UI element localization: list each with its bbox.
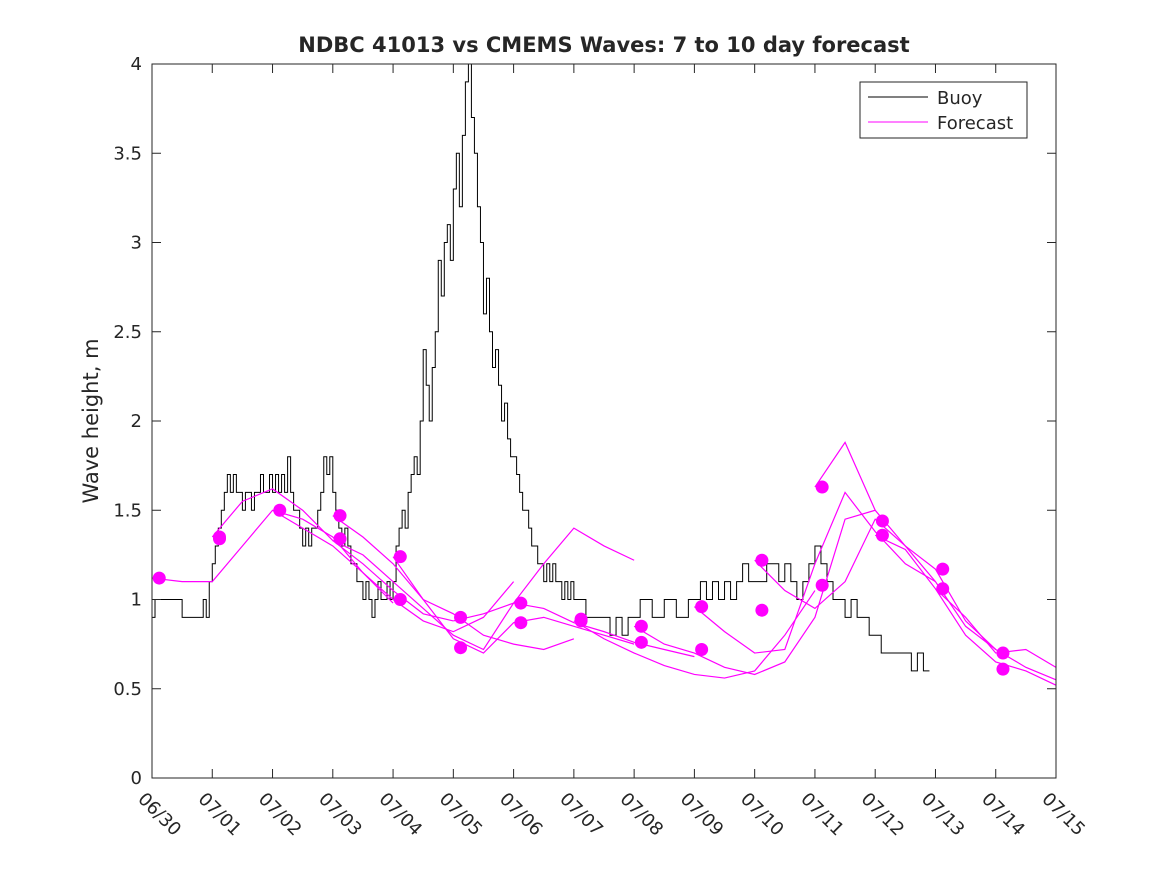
forecast-line-4 [332,515,575,651]
forecast-line-8 [573,590,816,679]
x-tick-label: 07/15 [1037,789,1089,841]
forecast-marker [875,528,889,542]
forecast-marker [755,553,769,567]
legend-forecast-label: Forecast [937,113,1013,134]
forecast-marker [212,532,226,546]
forecast-line-11 [754,518,997,650]
forecast-marker [454,610,468,624]
forecast-marker [996,646,1010,660]
x-tick-label: 07/10 [736,789,788,841]
x-tick-label: 07/03 [314,789,366,841]
forecast-marker [936,582,950,596]
forecast-marker [273,503,287,517]
forecast-marker [454,641,468,655]
forecast-markers [152,480,1010,676]
x-tick-label: 07/07 [555,789,607,841]
y-tick-label: 2 [131,411,142,432]
forecast-marker [152,571,166,585]
y-tick-label: 4 [131,54,142,75]
plot-background [152,64,1056,778]
forecast-line-9 [633,509,876,676]
forecast-marker [393,550,407,564]
x-tick-label: 07/04 [375,789,427,841]
forecast-marker [755,603,769,617]
x-tick-label: 07/08 [616,789,668,841]
forecast-line-7 [453,602,695,658]
x-tick-label: 07/06 [495,789,547,841]
forecast-marker [514,616,528,630]
forecast-line-3 [272,509,515,633]
forecast-marker [574,614,588,628]
buoy-series [152,63,930,672]
legend-buoy-label: Buoy [937,88,983,109]
forecast-line-14 [935,588,1057,668]
forecast-line-13 [874,534,1057,686]
buoy-line [152,63,930,672]
x-tick-label: 06/30 [133,789,185,841]
y-tick-label: 1.5 [113,500,142,521]
forecast-line-12 [814,441,1057,681]
y-axis-label: Wave height, m [79,338,103,503]
forecast-marker [936,562,950,576]
forecast-marker [333,532,347,546]
forecast-marker [996,662,1010,676]
forecast-marker [514,596,528,610]
x-tick-label: 07/09 [676,789,728,841]
legend: Buoy Forecast [859,81,1028,139]
chart-title: NDBC 41013 vs CMEMS Waves: 7 to 10 day f… [298,33,909,57]
x-tick-label: 07/02 [254,789,306,841]
y-tick-label: 2.5 [113,322,142,343]
x-tick-label: 07/14 [977,789,1029,841]
x-tick-label: 07/11 [796,789,848,841]
y-tick-label: 0 [131,768,142,789]
forecast-line-5 [332,527,635,651]
forecast-marker [815,480,829,494]
forecast-line-10 [694,491,936,654]
forecast-marker [634,635,648,649]
y-tick-label: 0.5 [113,679,142,700]
forecast-marker [815,578,829,592]
x-tick-label: 07/13 [917,789,969,841]
legend-box [859,81,1028,139]
x-tick-label: 07/01 [194,789,246,841]
forecast-marker [333,509,347,523]
forecast-marker [695,642,709,656]
y-tick-label: 3.5 [113,143,142,164]
y-tick-label: 1 [131,590,142,611]
x-tick-label: 07/12 [857,789,909,841]
forecast-marker [634,619,648,633]
forecast-marker [393,593,407,606]
forecast-marker [695,600,709,614]
forecast-marker [875,514,889,528]
forecast-series-group [151,441,1057,686]
y-tick-label: 3 [131,233,142,254]
x-tick-label: 07/05 [435,789,487,841]
